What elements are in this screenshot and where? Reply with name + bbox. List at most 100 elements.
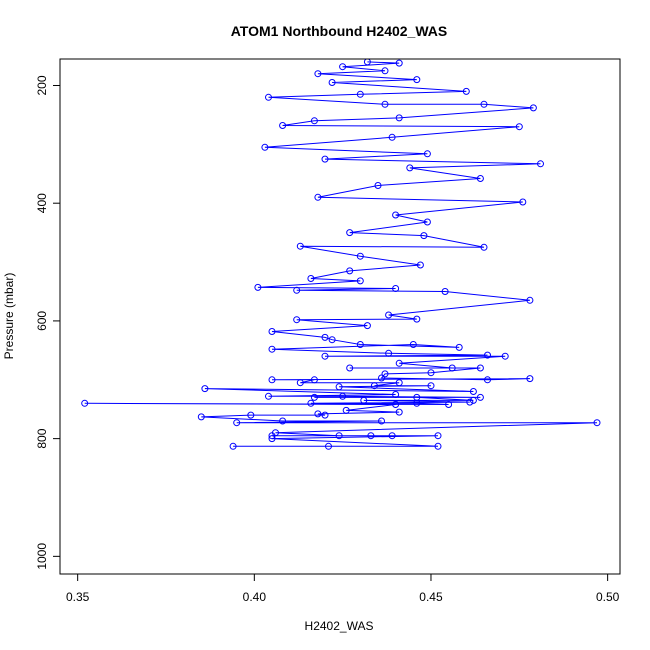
x-tick-label: 0.40 xyxy=(243,590,267,604)
data-point xyxy=(356,341,364,348)
data-point xyxy=(314,193,322,201)
data-point xyxy=(423,218,431,226)
data-point xyxy=(427,369,435,377)
data-point xyxy=(293,286,301,294)
data-point xyxy=(392,391,400,398)
data-point xyxy=(413,393,421,401)
data-point xyxy=(469,388,477,395)
data-point xyxy=(346,364,354,372)
y-tick-label: 400 xyxy=(35,193,49,213)
chart-title: ATOM1 Northbound H2402_WAS xyxy=(231,23,448,39)
data-point xyxy=(307,399,315,407)
data-point xyxy=(321,352,329,360)
data-point xyxy=(310,117,318,125)
data-point xyxy=(346,229,354,237)
data-point xyxy=(427,382,435,390)
data-point xyxy=(526,296,534,304)
data-point xyxy=(519,198,527,206)
y-tick-label: 600 xyxy=(35,311,49,331)
data-point xyxy=(307,275,315,282)
data-point xyxy=(448,364,456,372)
data-point xyxy=(526,375,534,383)
data-point xyxy=(406,164,414,172)
data-point xyxy=(395,359,403,367)
data-point xyxy=(434,442,442,450)
data-point xyxy=(268,376,276,384)
data-point xyxy=(409,341,417,348)
data-point xyxy=(335,432,343,440)
data-point xyxy=(356,90,364,98)
x-axis-label: H2402_WAS xyxy=(305,619,374,633)
data-point xyxy=(328,79,336,86)
data-point xyxy=(476,364,484,372)
data-point xyxy=(381,100,389,108)
x-tick-label: 0.50 xyxy=(596,590,620,604)
data-point xyxy=(413,315,421,323)
data-point xyxy=(268,328,276,335)
data-point xyxy=(395,408,403,416)
data-point xyxy=(233,419,241,427)
data-point xyxy=(321,155,329,163)
data-point xyxy=(339,63,347,71)
data-point xyxy=(476,393,484,401)
data-point xyxy=(392,211,400,219)
data-point xyxy=(462,87,470,95)
data-point xyxy=(378,374,385,382)
data-point xyxy=(385,349,393,357)
data-point xyxy=(388,432,396,440)
data-point xyxy=(455,343,463,351)
y-tick-label: 800 xyxy=(35,428,49,448)
data-point xyxy=(268,435,276,443)
data-point xyxy=(310,376,318,384)
data-point xyxy=(321,333,329,341)
series-line xyxy=(84,61,598,447)
data-point xyxy=(254,283,262,291)
data-point xyxy=(268,345,276,353)
data-point xyxy=(339,392,347,400)
data-point xyxy=(279,122,287,129)
data-layer xyxy=(81,59,601,450)
data-point xyxy=(279,417,287,425)
data-point xyxy=(476,175,484,182)
data-point xyxy=(363,59,371,66)
data-point xyxy=(296,379,304,387)
data-point xyxy=(374,182,382,189)
data-point xyxy=(515,123,523,131)
data-point xyxy=(265,93,272,101)
data-point xyxy=(434,432,442,440)
data-point xyxy=(342,406,350,414)
data-point xyxy=(201,385,209,393)
data-point xyxy=(197,413,205,421)
data-point xyxy=(81,399,89,407)
data-point xyxy=(593,419,601,427)
data-point xyxy=(360,396,368,404)
data-point xyxy=(484,351,491,359)
data-point xyxy=(261,143,269,151)
data-point xyxy=(335,383,343,391)
x-axis: 0.35 0.40 0.45 0.50 xyxy=(66,574,620,604)
data-point xyxy=(356,252,364,260)
y-axis-label: Pressure (mbar) xyxy=(2,273,16,360)
y-tick-label: 1000 xyxy=(35,543,49,570)
plot-frame xyxy=(59,58,621,575)
data-point xyxy=(385,311,393,319)
data-point xyxy=(392,401,400,408)
data-point xyxy=(367,432,375,440)
data-point xyxy=(247,411,255,419)
y-axis: 200 400 600 800 1000 xyxy=(35,75,60,570)
data-point xyxy=(293,316,301,324)
data-point xyxy=(484,376,491,384)
x-tick-label: 0.35 xyxy=(66,590,90,604)
data-point xyxy=(378,417,385,425)
data-point xyxy=(321,411,329,419)
data-point xyxy=(328,336,336,344)
data-point xyxy=(413,76,421,84)
data-point xyxy=(370,382,378,390)
data-point xyxy=(501,352,509,360)
data-point xyxy=(314,70,322,78)
data-point xyxy=(314,410,322,418)
data-point xyxy=(388,133,396,141)
data-point xyxy=(265,392,272,400)
data-point xyxy=(445,401,453,408)
data-point xyxy=(381,67,389,75)
